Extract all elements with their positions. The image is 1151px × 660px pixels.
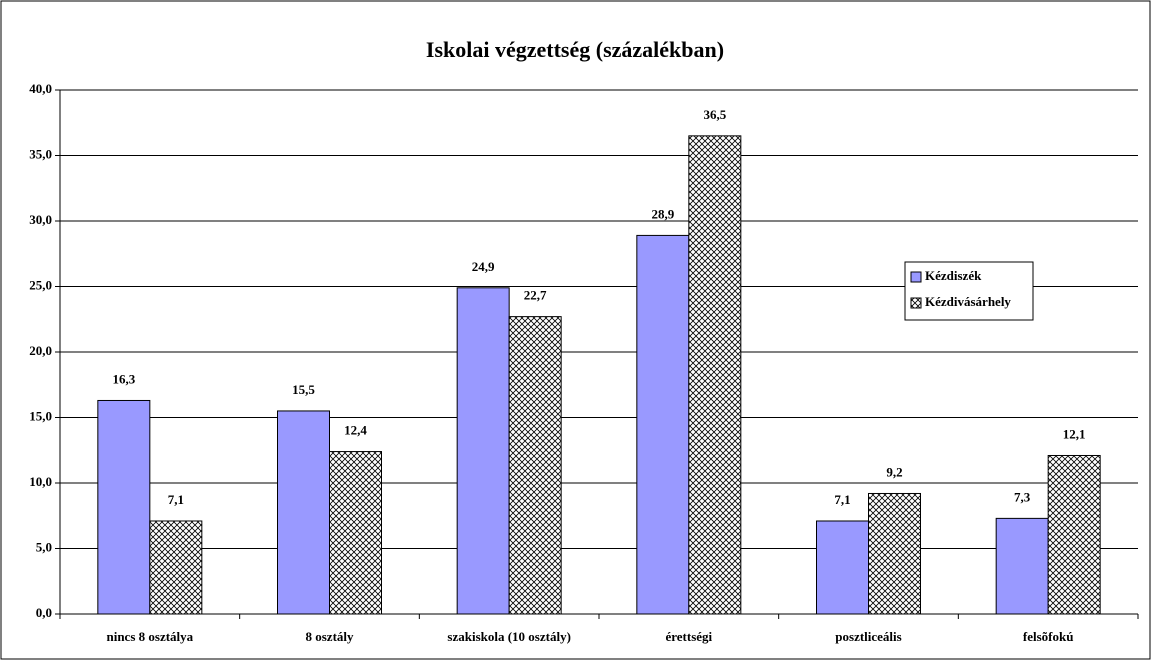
y-tick-label: 20,0 [29,343,52,358]
value-label: 9,2 [886,464,902,479]
value-label: 7,3 [1014,489,1031,504]
value-label: 7,1 [834,492,850,507]
x-tick-label: nincs 8 osztálya [106,629,193,644]
bar [868,492,921,615]
y-tick-label: 15,0 [29,408,52,423]
legend-swatch [910,271,922,283]
bar [995,517,1049,615]
y-tick-label: 35,0 [29,146,52,161]
bar [277,410,330,615]
value-label: 12,1 [1063,426,1086,441]
value-label: 22,7 [524,288,547,303]
x-tick-label: posztliceális [835,629,901,644]
legend-box [904,261,1034,321]
bar [1047,454,1101,615]
value-label: 16,3 [112,371,135,386]
y-tick-label: 40,0 [29,81,52,96]
bar [149,520,203,615]
bar [688,135,742,615]
chart-title: Iskolai végzettség (százalékban) [426,37,724,62]
y-tick-label: 5,0 [36,539,52,554]
value-label: 24,9 [472,259,495,274]
y-tick-label: 25,0 [29,277,52,292]
value-label: 15,5 [292,382,315,397]
value-label: 12,4 [344,423,367,438]
x-tick-label: szakiskola (10 osztály) [447,629,571,644]
legend-label: Kézdivásárhely [925,294,1011,309]
legend-label: Kézdiszék [925,268,982,283]
bar [456,287,510,615]
bar [97,399,151,615]
bar [636,234,690,615]
bar [329,451,382,615]
y-tick-label: 0,0 [36,605,52,620]
x-tick-label: 8 osztály [305,629,354,644]
y-tick-label: 30,0 [29,212,52,227]
y-tick-label: 10,0 [29,474,52,489]
bar [816,520,869,615]
value-label: 28,9 [651,206,674,221]
value-label: 36,5 [703,107,726,122]
x-tick-label: érettségi [665,629,712,644]
x-tick-label: felsõfokú [1023,629,1074,644]
legend-swatch [910,297,922,309]
bar [508,316,562,615]
value-label: 7,1 [168,492,184,507]
